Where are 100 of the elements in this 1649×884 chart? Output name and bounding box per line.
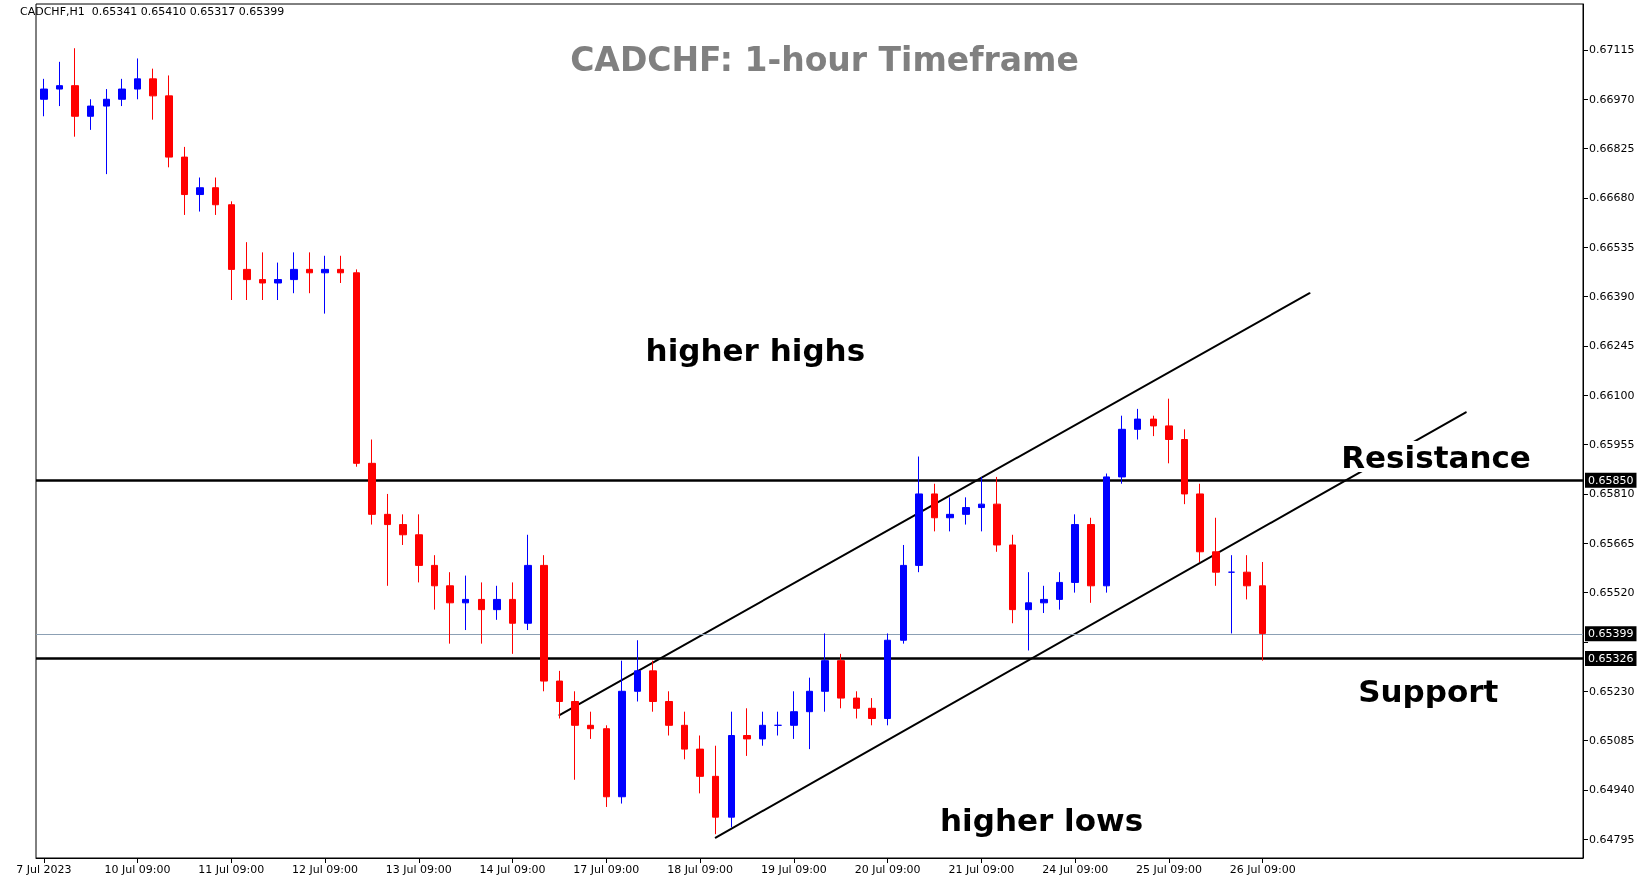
candlestick xyxy=(181,146,188,216)
candlestick xyxy=(134,57,141,100)
candlestick xyxy=(728,711,735,828)
y-tick-label: 0.67115 xyxy=(1589,43,1635,57)
y-tick-label: 0.65085 xyxy=(1589,734,1635,748)
y-tick-label: 0.65810 xyxy=(1589,487,1635,501)
candlestick xyxy=(1087,517,1095,604)
candlestick xyxy=(571,690,579,781)
x-tick-label: 11 Jul 09:00 xyxy=(198,863,265,876)
candlestick xyxy=(399,513,407,546)
candlestick xyxy=(415,513,423,583)
candlestick xyxy=(1040,585,1048,614)
candlestick xyxy=(978,476,985,532)
x-tick-label: 12 Jul 09:00 xyxy=(292,863,359,876)
candlestick xyxy=(306,251,313,294)
candlestick xyxy=(587,711,594,740)
candlestick xyxy=(868,697,876,726)
candlestick xyxy=(149,68,157,121)
candlestick xyxy=(165,74,173,168)
y-tick-label: 0.66245 xyxy=(1589,339,1635,353)
candlestick xyxy=(665,690,673,737)
candlestick xyxy=(1118,415,1126,485)
x-tick-label: 26 Jul 09:00 xyxy=(1229,863,1296,876)
candlestick xyxy=(1009,534,1016,624)
annotation: higher lows xyxy=(940,801,1144,838)
y-tick-label: 0.66100 xyxy=(1589,388,1635,402)
y-tick-label: 0.66680 xyxy=(1589,191,1635,205)
candlestick xyxy=(1071,513,1079,594)
y-tick-label: 0.64940 xyxy=(1589,783,1635,797)
candlestick xyxy=(1103,473,1110,594)
candlestick xyxy=(353,268,360,468)
candlestick xyxy=(837,653,845,709)
y-tick-label: 0.66390 xyxy=(1589,290,1635,304)
candlestick xyxy=(540,554,548,692)
candlestick xyxy=(337,255,344,284)
x-tick-label: 10 Jul 09:00 xyxy=(104,863,171,876)
candlestick xyxy=(603,724,610,808)
candlestick xyxy=(1243,554,1251,600)
candlestick xyxy=(884,632,891,726)
x-tick-label: 13 Jul 09:00 xyxy=(385,863,452,876)
candlestick xyxy=(634,639,641,702)
candlestick xyxy=(993,476,1001,553)
ref-line-label: 0.65326 xyxy=(1588,652,1634,666)
candlestick xyxy=(212,177,219,216)
candlestick xyxy=(524,534,532,631)
annotation: Support xyxy=(1358,673,1499,710)
x-tick-label: 25 Jul 09:00 xyxy=(1135,863,1202,876)
candlestick xyxy=(243,241,251,301)
candlestick xyxy=(1228,554,1235,634)
candlestick xyxy=(900,544,907,645)
candlestick xyxy=(71,47,79,138)
candlestick xyxy=(1134,408,1141,441)
candlestick xyxy=(509,581,516,655)
candlestick xyxy=(618,660,626,805)
ref-line-label: 0.65850 xyxy=(1588,473,1634,487)
annotation: Resistance xyxy=(1341,438,1531,475)
candlestick xyxy=(40,78,48,117)
candlestick xyxy=(56,61,63,107)
candlestick xyxy=(321,255,329,315)
y-tick-label: 0.65665 xyxy=(1589,536,1635,550)
candlestick xyxy=(259,251,266,301)
candlestick xyxy=(196,177,204,213)
y-tick-label: 0.65520 xyxy=(1589,586,1635,600)
x-tick-label: 17 Jul 09:00 xyxy=(573,863,640,876)
candlestick xyxy=(556,670,563,719)
x-tick-label: 21 Jul 09:00 xyxy=(948,863,1015,876)
candlestick xyxy=(1056,571,1063,611)
candlestick xyxy=(681,711,688,760)
candlestick xyxy=(696,735,704,794)
candlestick xyxy=(87,98,94,131)
candlestick xyxy=(118,78,126,107)
candlestick xyxy=(1165,398,1173,464)
y-tick-label: 0.65230 xyxy=(1589,684,1635,698)
candlestick xyxy=(1025,571,1032,651)
candlestick xyxy=(821,632,829,713)
candlestick xyxy=(790,690,798,740)
candlestick xyxy=(853,690,860,719)
candlestick xyxy=(962,496,970,526)
candlestick xyxy=(446,571,454,645)
candlestick xyxy=(1212,517,1220,587)
candlestick xyxy=(290,251,298,294)
x-tick-label: 14 Jul 09:00 xyxy=(479,863,546,876)
candlestick xyxy=(806,677,813,750)
y-tick-label: 0.66535 xyxy=(1589,240,1635,254)
candlestick xyxy=(431,554,438,611)
candlestick xyxy=(743,707,751,757)
candlestick xyxy=(1196,483,1204,563)
candlestick xyxy=(368,439,376,526)
candlestick xyxy=(1150,415,1157,437)
y-tick-label: 0.66970 xyxy=(1589,92,1635,106)
ref-line-label: 0.65399 xyxy=(1588,627,1634,641)
y-tick-label: 0.64795 xyxy=(1589,832,1635,846)
candlestick xyxy=(384,493,391,587)
annotation: CADCHF,H1 0.65341 0.65410 0.65317 0.65399 xyxy=(20,5,285,18)
x-tick-label: 24 Jul 09:00 xyxy=(1042,863,1109,876)
candlestick xyxy=(915,456,923,573)
candlestick xyxy=(478,581,485,645)
candlestick xyxy=(1181,428,1188,505)
candlestick xyxy=(462,575,469,631)
x-tick-label: 7 Jul 2023 xyxy=(16,863,72,876)
